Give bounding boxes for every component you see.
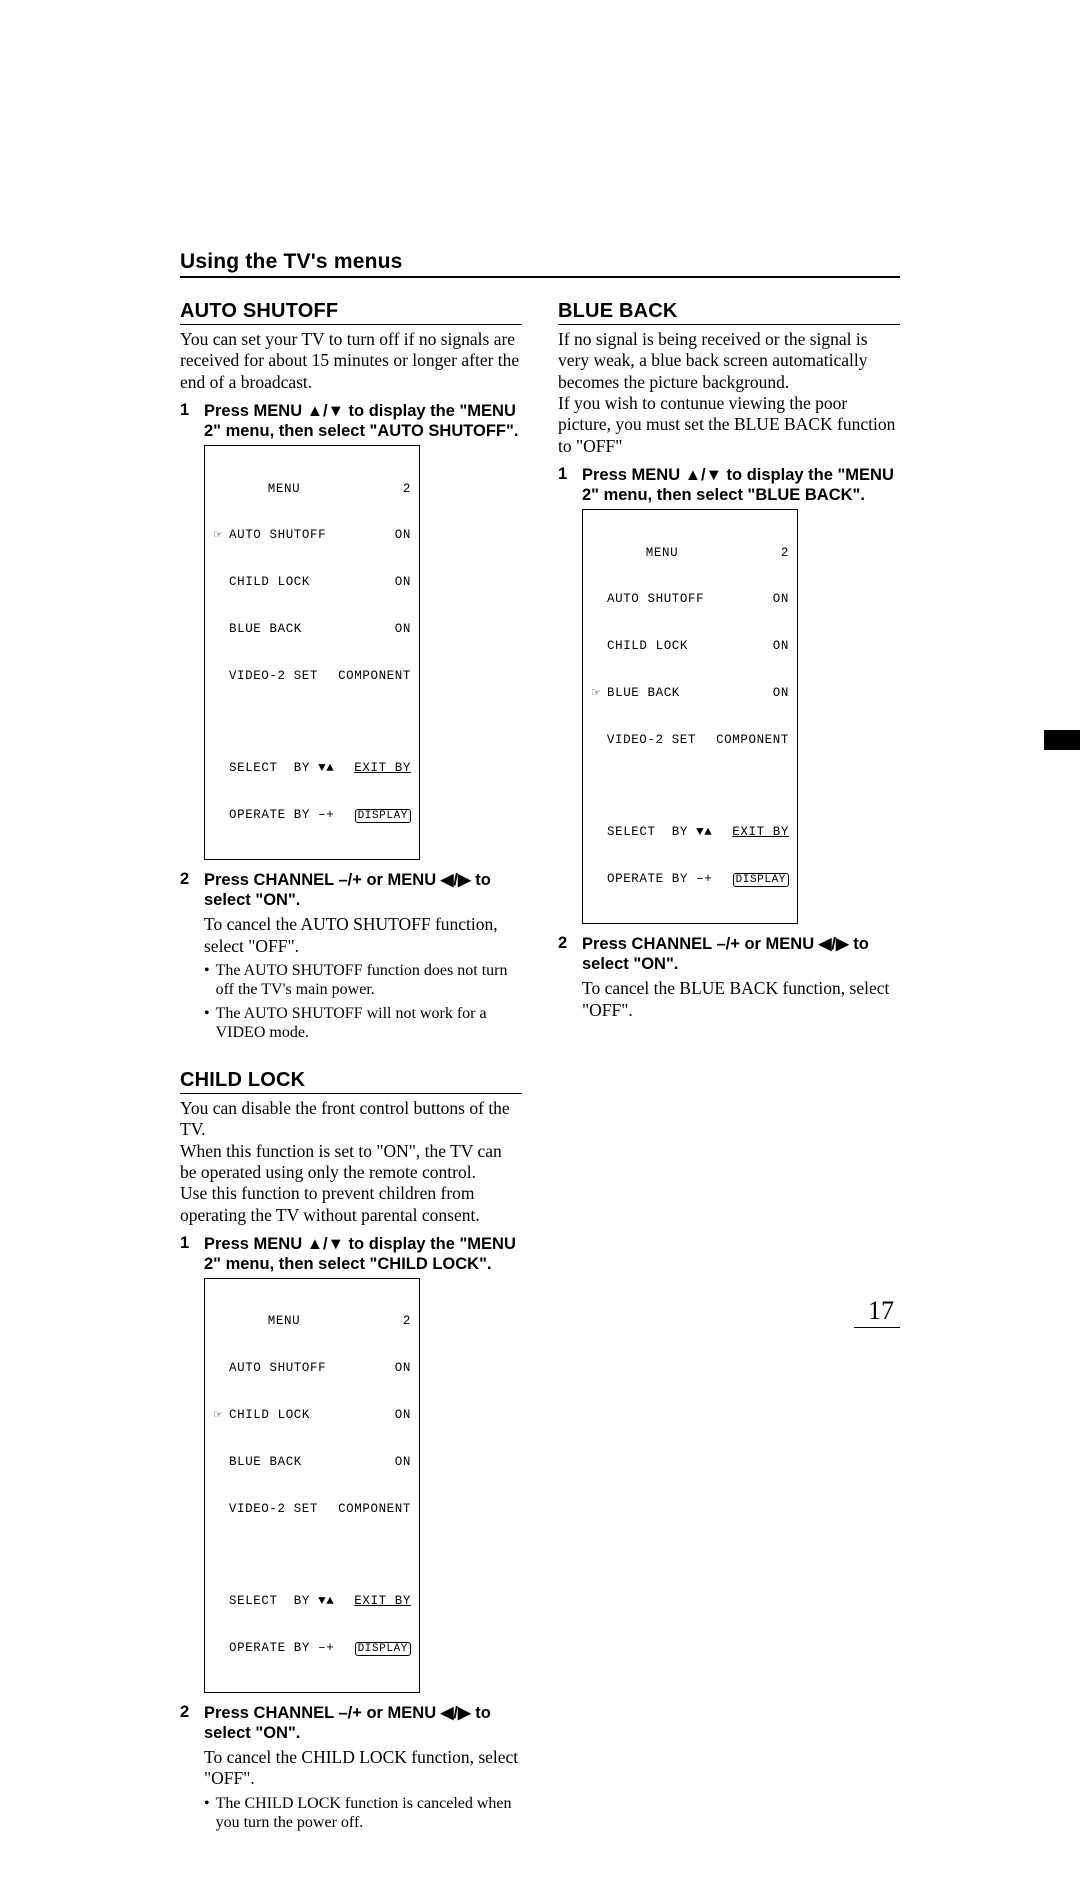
blue-back-step2-body: To cancel the BLUE BACK function, select… <box>582 978 900 1021</box>
bullet: •The CHILD LOCK function is canceled whe… <box>204 1794 522 1833</box>
step-number: 1 <box>180 1234 194 1274</box>
menu-item: VIDEO-2 SET <box>607 733 716 749</box>
menu-item: BLUE BACK <box>229 1455 339 1471</box>
display-button: DISPLAY <box>733 873 789 887</box>
display-button: DISPLAY <box>355 809 411 823</box>
menu-val: COMPONENT <box>338 1502 411 1518</box>
menu-val: COMPONENT <box>716 733 789 749</box>
bullet-text: The CHILD LOCK function is canceled when… <box>216 1794 522 1833</box>
auto-shutoff-intro: You can set your TV to turn off if no si… <box>180 329 522 393</box>
menu-val: ON <box>717 592 789 608</box>
child-lock-title: CHILD LOCK <box>180 1069 522 1094</box>
menu-item: AUTO SHUTOFF <box>607 592 717 608</box>
menu-header: MENU <box>607 546 717 562</box>
menu-val: ON <box>339 575 411 591</box>
menu-item: CHILD LOCK <box>607 639 717 655</box>
display-button: DISPLAY <box>355 1642 411 1656</box>
bullet: •The AUTO SHUTOFF will not work for a VI… <box>204 1004 522 1043</box>
step-number: 1 <box>558 465 572 505</box>
menu-val: ON <box>339 1361 411 1377</box>
page: Using the TV's menus AUTO SHUTOFF You ca… <box>0 0 1080 1897</box>
step-text: Press CHANNEL –/+ or MENU ◀/▶ to select … <box>204 870 522 910</box>
step-number: 1 <box>180 401 194 441</box>
bullet-text: The AUTO SHUTOFF will not work for a VID… <box>216 1004 522 1043</box>
menu-item: VIDEO-2 SET <box>229 1502 338 1518</box>
menu-item: AUTO SHUTOFF <box>229 1361 339 1377</box>
blue-back-title: BLUE BACK <box>558 300 900 325</box>
blue-back-step1: 1 Press MENU ▲/▼ to display the "MENU 2"… <box>558 465 900 505</box>
menu-val: ON <box>339 622 411 638</box>
blue-back-step2: 2 Press CHANNEL –/+ or MENU ◀/▶ to selec… <box>558 934 900 974</box>
child-lock-step2: 2 Press CHANNEL –/+ or MENU ◀/▶ to selec… <box>180 1703 522 1743</box>
menu-select: SELECT BY ▼▲ <box>229 761 339 777</box>
left-column: AUTO SHUTOFF You can set your TV to turn… <box>180 290 522 1837</box>
menu-val: ON <box>339 1455 411 1471</box>
menu-header: MENU <box>229 1314 339 1330</box>
menu-header: MENU <box>229 482 339 498</box>
menu-val: ON <box>339 1408 411 1424</box>
menu-val: ON <box>339 528 411 544</box>
menu-operate: OPERATE BY –+ <box>229 808 339 824</box>
menu-exit: EXIT BY <box>339 761 411 777</box>
step-text: Press CHANNEL –/+ or MENU ◀/▶ to select … <box>204 1703 522 1743</box>
auto-shutoff-title: AUTO SHUTOFF <box>180 300 522 325</box>
auto-shutoff-step1: 1 Press MENU ▲/▼ to display the "MENU 2"… <box>180 401 522 441</box>
menu-header-val: 2 <box>339 482 411 498</box>
step-text: Press MENU ▲/▼ to display the "MENU 2" m… <box>582 465 900 505</box>
menu-exit: EXIT BY <box>717 825 789 841</box>
child-lock-menu: MENU2 AUTO SHUTOFFON ☞CHILD LOCKON BLUE … <box>204 1278 420 1693</box>
menu-val: ON <box>717 639 789 655</box>
step-number: 2 <box>180 870 194 910</box>
side-tab-mark <box>1044 730 1080 750</box>
auto-shutoff-step2: 2 Press CHANNEL –/+ or MENU ◀/▶ to selec… <box>180 870 522 910</box>
child-lock-step2-body: To cancel the CHILD LOCK function, selec… <box>204 1747 522 1790</box>
menu-operate: OPERATE BY –+ <box>607 872 717 888</box>
child-lock-step1: 1 Press MENU ▲/▼ to display the "MENU 2"… <box>180 1234 522 1274</box>
menu-item: BLUE BACK <box>229 622 339 638</box>
menu-operate: OPERATE BY –+ <box>229 1641 339 1657</box>
step-text: Press CHANNEL –/+ or MENU ◀/▶ to select … <box>582 934 900 974</box>
menu-item: CHILD LOCK <box>229 1408 339 1424</box>
menu-select: SELECT BY ▼▲ <box>229 1594 339 1610</box>
menu-exit: EXIT BY <box>339 1594 411 1610</box>
menu-val: ON <box>717 686 789 702</box>
auto-shutoff-menu: MENU2 ☞AUTO SHUTOFFON CHILD LOCKON BLUE … <box>204 445 420 860</box>
blue-back-intro: If no signal is being received or the si… <box>558 329 900 457</box>
menu-val: COMPONENT <box>338 669 411 685</box>
menu-header-val: 2 <box>717 546 789 562</box>
menu-select: SELECT BY ▼▲ <box>607 825 717 841</box>
auto-shutoff-step2-body: To cancel the AUTO SHUTOFF function, sel… <box>204 914 522 957</box>
step-number: 2 <box>180 1703 194 1743</box>
bullet-text: The AUTO SHUTOFF function does not turn … <box>216 961 522 1000</box>
pointer-icon: ☞ <box>591 687 601 701</box>
blue-back-menu: MENU2 AUTO SHUTOFFON CHILD LOCKON ☞BLUE … <box>582 509 798 924</box>
menu-item: AUTO SHUTOFF <box>229 528 339 544</box>
section-title: Using the TV's menus <box>180 250 900 278</box>
menu-item: CHILD LOCK <box>229 575 339 591</box>
step-text: Press MENU ▲/▼ to display the "MENU 2" m… <box>204 401 522 441</box>
right-column: BLUE BACK If no signal is being received… <box>558 290 900 1837</box>
menu-header-val: 2 <box>339 1314 411 1330</box>
child-lock-intro: You can disable the front control button… <box>180 1098 522 1226</box>
step-number: 2 <box>558 934 572 974</box>
page-number: 17 <box>854 1296 900 1328</box>
menu-item: VIDEO-2 SET <box>229 669 338 685</box>
pointer-icon: ☞ <box>213 529 223 543</box>
step-text: Press MENU ▲/▼ to display the "MENU 2" m… <box>204 1234 522 1274</box>
pointer-icon: ☞ <box>213 1409 223 1423</box>
bullet: •The AUTO SHUTOFF function does not turn… <box>204 961 522 1000</box>
columns: AUTO SHUTOFF You can set your TV to turn… <box>180 290 900 1837</box>
menu-item: BLUE BACK <box>607 686 717 702</box>
